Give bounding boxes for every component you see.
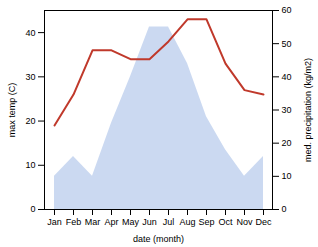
- svg-text:0: 0: [282, 204, 287, 214]
- svg-text:Jan: Jan: [47, 217, 62, 227]
- svg-text:10: 10: [282, 171, 292, 181]
- svg-text:10: 10: [25, 160, 35, 170]
- svg-text:Sep: Sep: [198, 217, 214, 227]
- svg-text:May: May: [122, 217, 140, 227]
- svg-text:Feb: Feb: [66, 217, 82, 227]
- svg-text:Jul: Jul: [163, 217, 175, 227]
- svg-text:max temp (C): max temp (C): [7, 83, 17, 138]
- svg-text:50: 50: [282, 39, 292, 49]
- svg-text:Aug: Aug: [179, 217, 195, 227]
- svg-text:20: 20: [282, 138, 292, 148]
- svg-text:date (month): date (month): [133, 234, 184, 244]
- svg-text:30: 30: [282, 105, 292, 115]
- svg-text:Apr: Apr: [104, 217, 118, 227]
- svg-text:40: 40: [282, 72, 292, 82]
- svg-text:Dec: Dec: [255, 217, 272, 227]
- svg-text:Oct: Oct: [218, 217, 233, 227]
- svg-text:20: 20: [25, 116, 35, 126]
- svg-text:Jun: Jun: [142, 217, 157, 227]
- svg-text:40: 40: [25, 27, 35, 37]
- svg-text:Mar: Mar: [85, 217, 101, 227]
- svg-text:0: 0: [30, 204, 35, 214]
- svg-text:med. precipitation (kg/m2): med. precipitation (kg/m2): [303, 58, 313, 162]
- svg-text:30: 30: [25, 72, 35, 82]
- svg-text:Nov: Nov: [236, 217, 253, 227]
- svg-text:60: 60: [282, 5, 292, 15]
